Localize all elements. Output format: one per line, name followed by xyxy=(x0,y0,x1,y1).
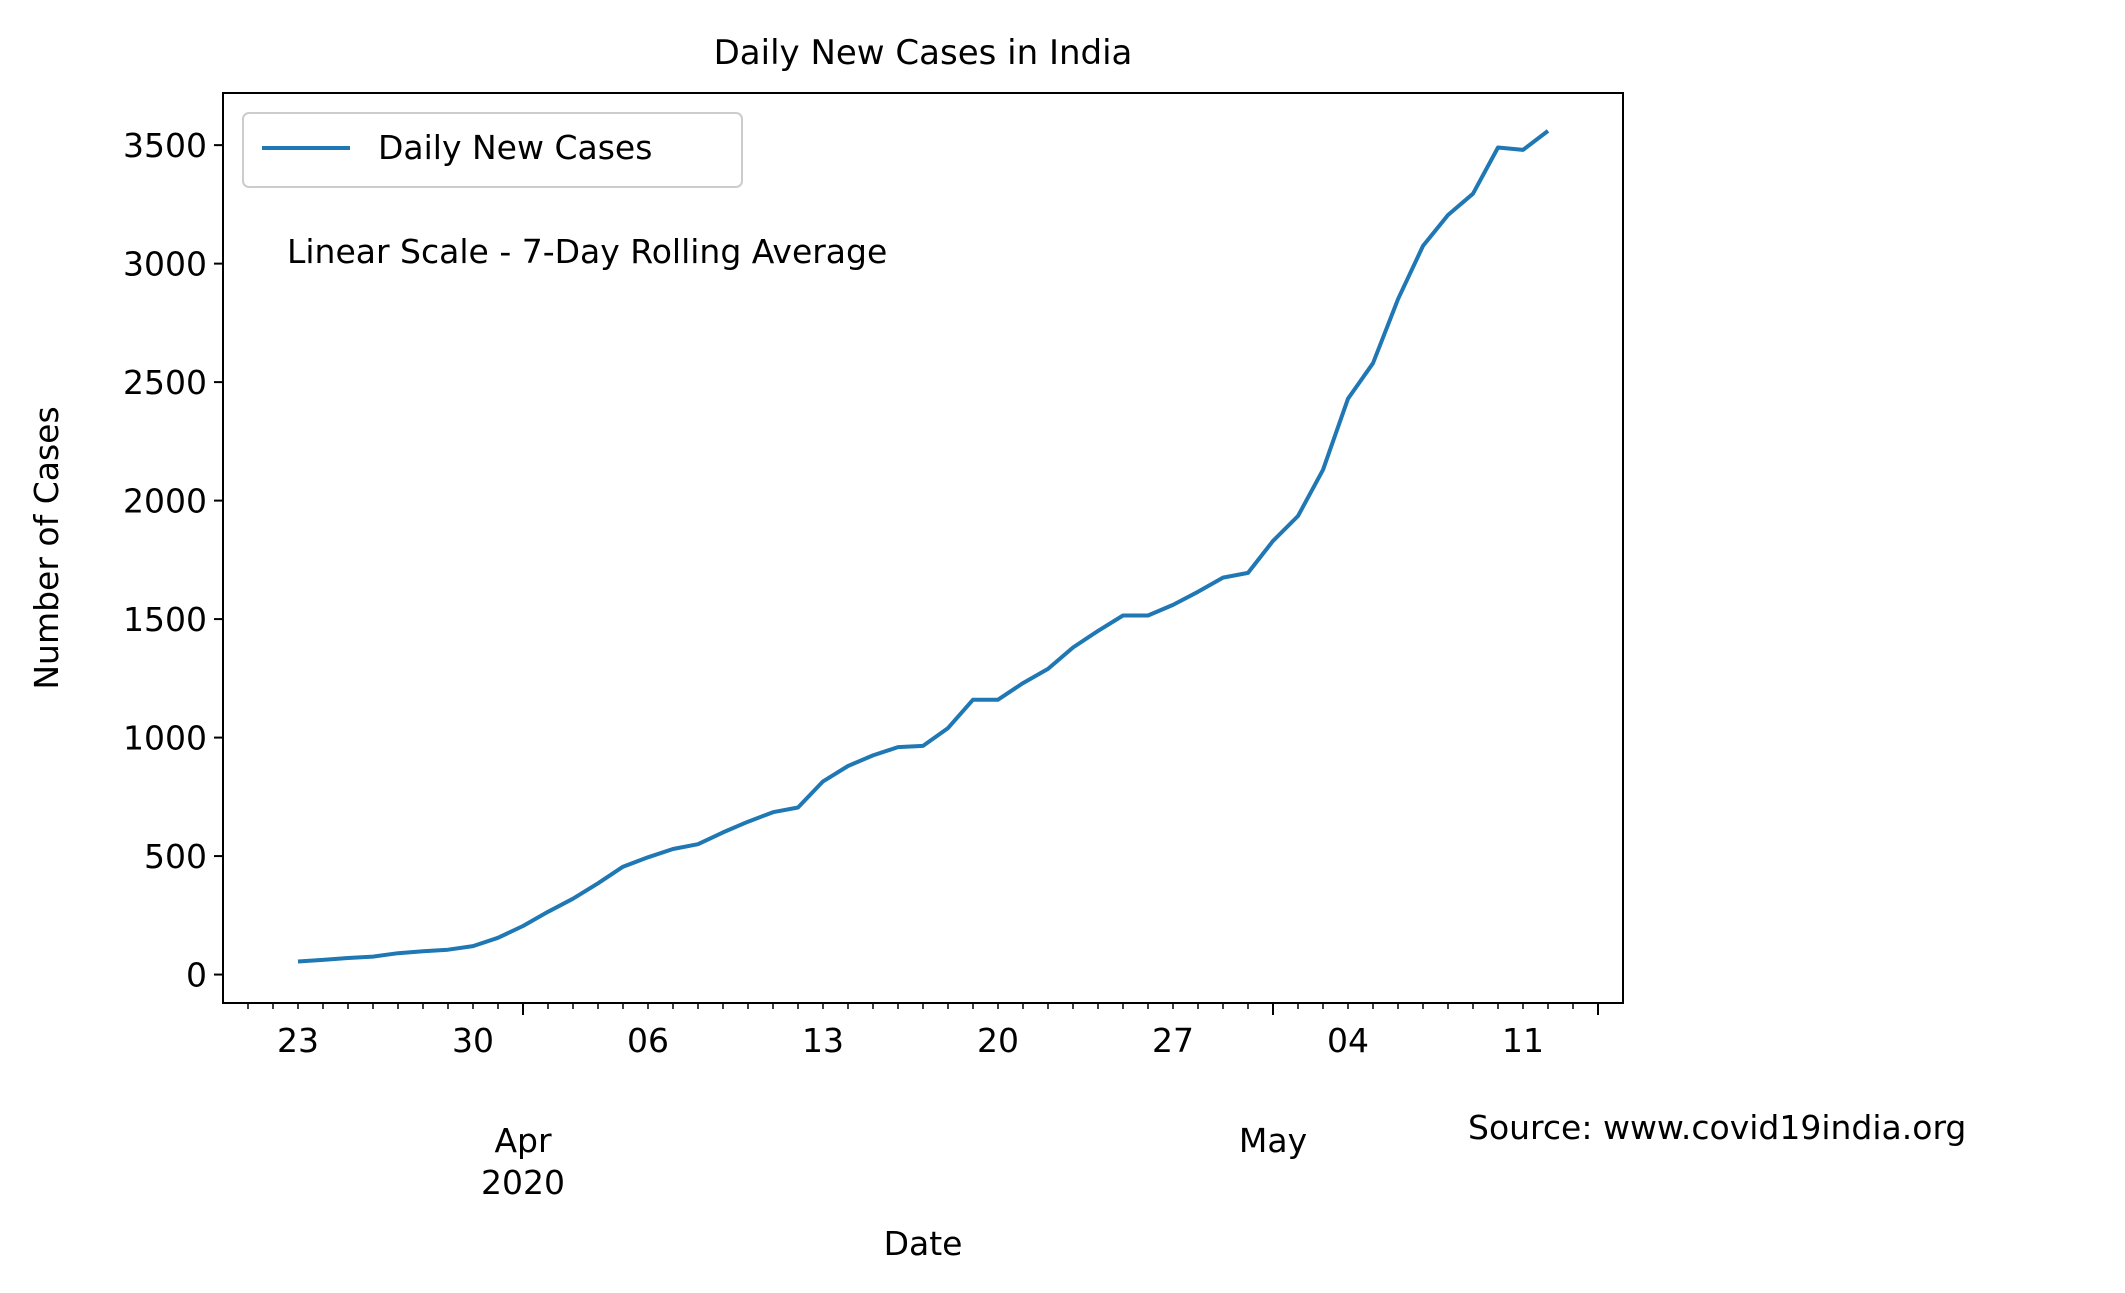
x-tick-label: 04 xyxy=(1327,1021,1369,1060)
x-tick-label: 11 xyxy=(1502,1021,1544,1060)
x-year-label: 2020 xyxy=(481,1163,565,1202)
y-tick-label: 1000 xyxy=(123,719,207,758)
y-tick-label: 2500 xyxy=(123,363,207,402)
chart-title: Daily New Cases in India xyxy=(714,33,1133,73)
y-axis: 0 500 1000 1500 2000 2500 3000 3500 xyxy=(123,126,223,995)
legend: Daily New Cases xyxy=(242,112,743,188)
y-tick-label: 1500 xyxy=(123,600,207,639)
y-tick-label: 3500 xyxy=(123,126,207,165)
legend-label: Daily New Cases xyxy=(378,128,652,167)
x-tick-label: 23 xyxy=(277,1021,319,1060)
x-tick-label: 13 xyxy=(802,1021,844,1060)
x-month-label: Apr xyxy=(494,1121,552,1160)
x-axis-label: Date xyxy=(884,1224,963,1263)
x-month-label: May xyxy=(1239,1121,1307,1160)
y-axis-label: Number of Cases xyxy=(27,406,66,689)
y-tick-label: 0 xyxy=(186,956,207,995)
x-tick-label: 30 xyxy=(452,1021,494,1060)
plot-frame xyxy=(222,92,1624,1004)
y-tick-label: 500 xyxy=(144,837,207,876)
series-layer xyxy=(297,129,1550,964)
chart-annotation: Linear Scale - 7-Day Rolling Average xyxy=(287,232,887,271)
source-note: Source: www.covid19india.org xyxy=(1468,1108,1966,1147)
x-tick-label: 06 xyxy=(627,1021,669,1060)
x-tick-label: 20 xyxy=(977,1021,1019,1060)
x-tick-label: 27 xyxy=(1152,1021,1194,1060)
series-line-daily-new-cases xyxy=(297,129,1550,964)
y-tick-label: 3000 xyxy=(123,245,207,284)
legend-box xyxy=(242,112,743,188)
y-tick-label: 2000 xyxy=(123,482,207,521)
